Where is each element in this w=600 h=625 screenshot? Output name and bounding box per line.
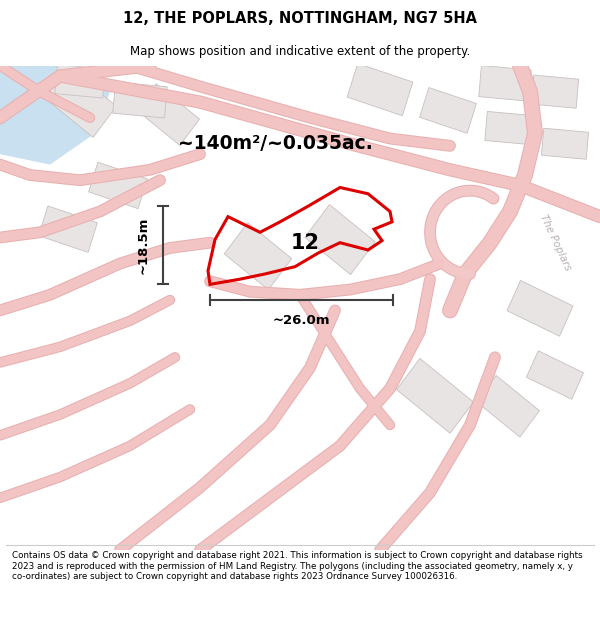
Bar (224, 222, 292, 290)
Bar (397, 358, 473, 433)
Bar (526, 351, 584, 399)
Text: Contains OS data © Crown copyright and database right 2021. This information is : Contains OS data © Crown copyright and d… (12, 551, 583, 581)
Bar (507, 281, 573, 336)
Bar (532, 75, 578, 108)
Text: 12: 12 (290, 232, 320, 253)
Bar (419, 88, 476, 133)
Text: ~18.5m: ~18.5m (137, 217, 149, 274)
Bar (55, 64, 105, 98)
Text: The Poplars: The Poplars (538, 213, 572, 272)
Bar (40, 62, 116, 138)
Bar (113, 82, 167, 118)
Bar (479, 66, 531, 101)
Text: ~26.0m: ~26.0m (273, 314, 330, 328)
Bar (347, 63, 413, 116)
Bar (541, 128, 589, 159)
Text: ~140m²/~0.035ac.: ~140m²/~0.035ac. (178, 134, 373, 153)
Bar (485, 111, 535, 145)
Bar (476, 376, 539, 437)
Text: Map shows position and indicative extent of the property.: Map shows position and indicative extent… (130, 45, 470, 58)
Bar (38, 206, 97, 252)
Bar (89, 162, 148, 209)
Bar (305, 204, 375, 274)
Bar (136, 84, 200, 146)
Polygon shape (0, 66, 110, 164)
Text: 12, THE POPLARS, NOTTINGHAM, NG7 5HA: 12, THE POPLARS, NOTTINGHAM, NG7 5HA (123, 11, 477, 26)
